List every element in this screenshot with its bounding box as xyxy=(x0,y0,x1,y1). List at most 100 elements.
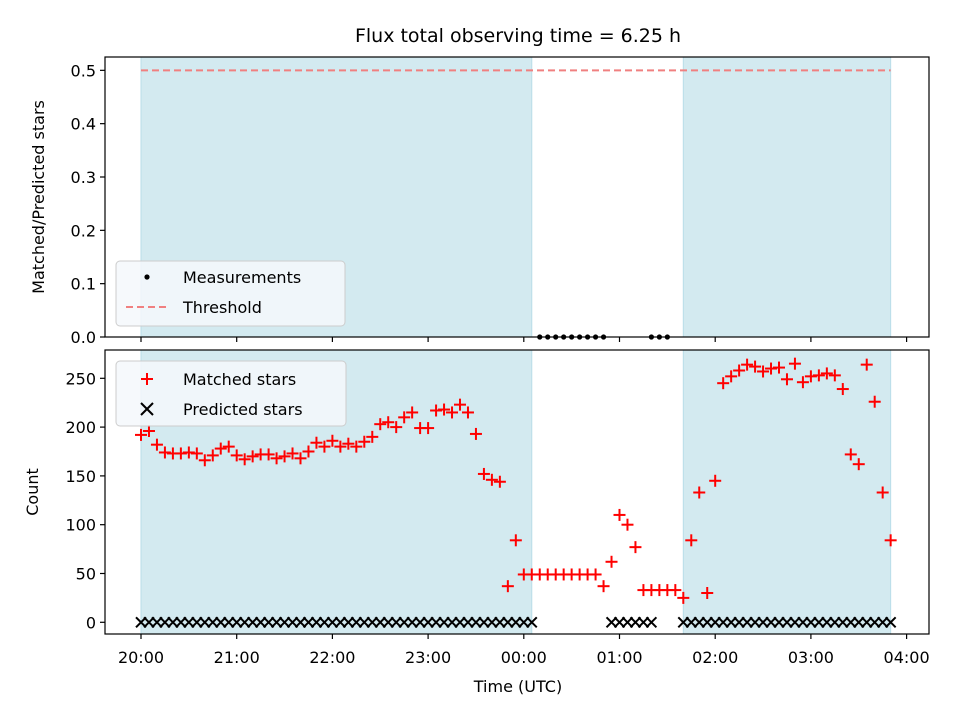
matched-star-point xyxy=(868,395,881,408)
matched-legend-marker xyxy=(141,373,153,385)
matched-star-point xyxy=(206,449,219,462)
x-tick-label: 20:00 xyxy=(118,648,164,667)
matched-star-point xyxy=(461,406,474,419)
matched-star-point xyxy=(382,416,395,429)
matched-star-point xyxy=(246,450,259,463)
matched-star-point xyxy=(270,452,283,465)
x-axis-label: Time (UTC) xyxy=(473,677,562,696)
y-tick-label: 0.4 xyxy=(71,115,96,134)
matched-star-point xyxy=(709,474,722,487)
matched-star-point xyxy=(485,473,498,486)
matched-star-point xyxy=(230,449,243,462)
matched-star-point xyxy=(613,508,626,521)
matched-star-point xyxy=(493,475,506,488)
predicted-marker-stroke xyxy=(526,616,538,628)
matched-star-point xyxy=(773,361,785,374)
x-tick-label: 21:00 xyxy=(214,648,260,667)
matched-star-point xyxy=(589,568,602,581)
matched-star-point xyxy=(629,541,642,554)
predicted-marker-stroke xyxy=(645,616,658,628)
x-tick-label: 00:00 xyxy=(501,648,547,667)
predicted-stars-series xyxy=(135,616,897,628)
matched-star-point xyxy=(398,411,411,424)
matched-star-point xyxy=(390,421,403,434)
legend-predicted-stars: Predicted stars xyxy=(183,400,303,419)
matched-star-point xyxy=(757,365,770,378)
top-axes-frame xyxy=(104,56,930,338)
matched-star-point xyxy=(198,454,211,467)
matched-star-point xyxy=(621,518,634,531)
y-tick-label: 0.0 xyxy=(71,328,96,347)
matched-star-point xyxy=(142,425,155,438)
bottom-y-ticks: 0 50 100 150 200 250 xyxy=(65,369,105,632)
matched-star-point xyxy=(884,534,897,547)
matched-star-point xyxy=(350,440,363,453)
matched-star-point xyxy=(477,467,490,480)
bottom-axes-frame xyxy=(104,349,930,635)
matched-star-point xyxy=(310,436,323,449)
y-tick-label: 200 xyxy=(65,418,96,437)
predicted-star-point xyxy=(526,616,538,628)
matched-star-point xyxy=(717,377,730,390)
matched-star-point xyxy=(438,403,451,416)
y-tick-label: 250 xyxy=(65,369,96,388)
matched-star-point xyxy=(469,427,482,440)
matched-star-point xyxy=(374,418,387,431)
matched-star-point xyxy=(238,453,251,466)
matched-star-point xyxy=(741,358,754,371)
matched-star-point xyxy=(677,591,690,604)
matched-star-point xyxy=(318,440,331,453)
x-tick-label: 02:00 xyxy=(692,648,738,667)
matched-star-point xyxy=(422,422,435,435)
x-ticks: 20:00 21:00 22:00 23:00 00:00 01:00 02:00 03:00… xyxy=(118,337,930,667)
matched-star-point xyxy=(685,534,698,547)
predicted-star-point xyxy=(645,616,658,628)
y-tick-label: 100 xyxy=(65,516,96,535)
matched-star-point xyxy=(852,458,865,471)
y-tick-label: 0.3 xyxy=(71,168,96,187)
shaded-interval xyxy=(682,349,892,635)
top-legend: Measurements Threshold xyxy=(115,260,346,327)
x-tick-label: 01:00 xyxy=(596,648,642,667)
matched-star-point xyxy=(214,442,227,455)
measurements-series xyxy=(537,334,670,340)
matched-star-point xyxy=(501,580,514,593)
matched-star-point xyxy=(406,406,419,419)
predicted-legend-marker xyxy=(140,402,154,416)
matched-star-point xyxy=(836,383,849,396)
matched-star-point xyxy=(446,406,459,419)
x-tick-label: 04:00 xyxy=(884,648,930,667)
x-tick-label: 22:00 xyxy=(309,648,355,667)
matched-star-point xyxy=(262,448,275,461)
matched-star-point xyxy=(358,435,371,448)
matched-star-point xyxy=(222,440,235,453)
y-tick-label: 50 xyxy=(76,564,96,583)
matched-star-point xyxy=(693,486,706,499)
y-tick-label: 150 xyxy=(65,467,96,486)
measurements-legend-marker xyxy=(144,274,150,280)
matched-star-point xyxy=(780,373,793,386)
y-tick-label: 0.2 xyxy=(71,221,96,240)
matched-star-point xyxy=(302,445,315,458)
top-y-ticks: 0.0 0.1 0.2 0.3 0.4 0.5 xyxy=(71,61,105,347)
matched-star-point xyxy=(278,450,291,463)
matched-star-point xyxy=(190,447,203,460)
matched-stars-series xyxy=(135,357,897,604)
legend-measurements: Measurements xyxy=(183,268,301,287)
matched-star-point xyxy=(669,584,682,597)
matched-star-point xyxy=(286,447,299,460)
matched-star-point xyxy=(597,580,610,593)
y-tick-label: 0 xyxy=(86,613,96,632)
matched-star-point xyxy=(860,358,873,371)
bottom-legend: Matched stars Predicted stars xyxy=(115,360,347,427)
x-tick-label: 23:00 xyxy=(405,648,451,667)
y-tick-label: 0.1 xyxy=(71,275,96,294)
matched-star-point xyxy=(334,440,347,453)
predicted-marker-stroke xyxy=(884,616,897,628)
matched-star-point xyxy=(788,357,801,370)
matched-star-point xyxy=(366,430,379,443)
y-tick-label: 0.5 xyxy=(71,61,96,80)
predicted-star-point xyxy=(884,616,897,628)
matched-star-point xyxy=(828,369,841,382)
